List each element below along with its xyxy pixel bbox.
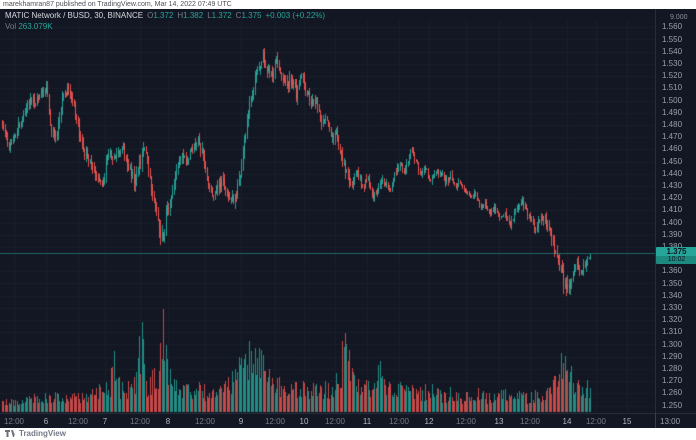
corner-time-label: 13:00 — [660, 417, 681, 426]
price-axis-label: 1.260 — [662, 388, 683, 398]
price-axis-label: 1.400 — [662, 217, 683, 227]
price-axis-label: 1.470 — [662, 132, 683, 142]
tradingview-logo: TradingView — [5, 429, 66, 439]
price-axis-label: 1.360 — [662, 266, 683, 276]
price-axis-label: 1.280 — [662, 363, 683, 373]
time-axis-label: 12:00 — [129, 417, 151, 426]
volume-value: 263.079K — [18, 22, 53, 31]
low-label: L — [207, 11, 212, 20]
symbol-legend[interactable]: MATIC Network / BUSD, 30, BINANCE O1.372 H… — [5, 11, 325, 31]
price-axis-top-label: 9.000 — [670, 14, 688, 21]
price-axis-label: 1.530 — [662, 58, 683, 68]
price-axis-label: 1.380 — [662, 242, 682, 251]
price-axis[interactable]: 9.000 1.560 1.550 1.540 1.530 1.520 1.510 1.50… — [655, 9, 696, 428]
price-axis-label: 1.430 — [662, 180, 683, 190]
current-price-badge: 1.375 10:02 — [656, 247, 696, 264]
time-axis-label: 11 — [362, 417, 372, 426]
symbol-title: MATIC Network / BUSD, 30, BINANCE — [5, 11, 144, 20]
price-axis-label: 1.410 — [662, 205, 683, 215]
price-axis-label: 1.350 — [662, 278, 683, 288]
price-axis-label: 1.460 — [662, 144, 683, 154]
tradingview-logo-icon — [5, 429, 16, 437]
open-value: 1.372 — [153, 11, 174, 20]
time-axis-label: 12:00 — [585, 417, 607, 426]
price-axis-label: 1.550 — [662, 34, 683, 44]
time-axis[interactable]: 12:00 6 12:00 7 12:00 8 12:00 9 12:00 10 12:00 11 12… — [0, 413, 655, 429]
legend-volume-row: Vol 263.079K — [5, 22, 325, 31]
close-label: C — [235, 11, 242, 20]
time-axis-corner[interactable]: 13:00 — [655, 413, 696, 429]
close-value: 1.375 — [241, 11, 262, 20]
time-axis-label: 12 — [424, 417, 434, 426]
high-label: H — [177, 11, 184, 20]
time-axis-label: 13 — [494, 417, 504, 426]
time-axis-label: 6 — [43, 417, 49, 426]
price-axis-label: 1.520 — [662, 71, 683, 81]
time-axis-label: 12:00 — [3, 417, 25, 426]
time-axis-label: 7 — [102, 417, 108, 426]
price-axis-label: 1.340 — [662, 290, 683, 300]
price-axis-label: 1.390 — [662, 229, 683, 239]
time-axis-label: 8 — [165, 417, 171, 426]
time-axis-label: 12:00 — [455, 417, 477, 426]
low-value: 1.372 — [211, 11, 232, 20]
price-axis-label: 1.270 — [662, 376, 683, 386]
tradingview-wordmark: TradingView — [19, 429, 66, 438]
time-axis-label: 9 — [238, 417, 244, 426]
volume-label: Vol — [5, 22, 17, 31]
price-axis-label: 1.560 — [662, 22, 683, 32]
high-value: 1.382 — [183, 11, 204, 20]
price-axis-label: 1.330 — [662, 302, 683, 312]
time-axis-label: 10 — [299, 417, 309, 426]
time-axis-label: 15 — [622, 417, 632, 426]
time-axis-label: 12:00 — [67, 417, 89, 426]
price-axis-label: 1.440 — [662, 168, 683, 178]
price-axis-label: 1.500 — [662, 95, 683, 105]
time-axis-label: 12:00 — [194, 417, 216, 426]
legend-ohlc-row: MATIC Network / BUSD, 30, BINANCE O1.372 H… — [5, 11, 325, 20]
open-label: O — [147, 11, 154, 20]
change-value: +0.003 (+0.22%) — [265, 11, 326, 20]
price-axis-label: 1.450 — [662, 156, 683, 166]
price-axis-label: 1.510 — [662, 83, 683, 93]
price-axis-label: 1.420 — [662, 193, 683, 203]
time-axis-label: 12:00 — [388, 417, 410, 426]
bar-close-countdown: 10:02 — [656, 256, 696, 264]
price-axis-label: 1.490 — [662, 107, 683, 117]
price-axis-label: 1.290 — [662, 351, 683, 361]
price-axis-label: 1.540 — [662, 46, 683, 56]
footer-bar: TradingView — [0, 428, 696, 440]
price-axis-label: 1.320 — [662, 315, 683, 325]
time-axis-label: 14 — [562, 417, 572, 426]
price-axis-label: 1.310 — [662, 327, 683, 337]
price-axis-label: 1.300 — [662, 339, 683, 349]
price-axis-label: 1.250 — [662, 400, 683, 410]
time-axis-label: 12:00 — [324, 417, 346, 426]
current-price-value: 1.375 — [656, 247, 696, 256]
price-axis-label: 1.480 — [662, 119, 683, 129]
time-axis-label: 12:00 — [264, 417, 286, 426]
time-axis-label: 12:00 — [519, 417, 541, 426]
